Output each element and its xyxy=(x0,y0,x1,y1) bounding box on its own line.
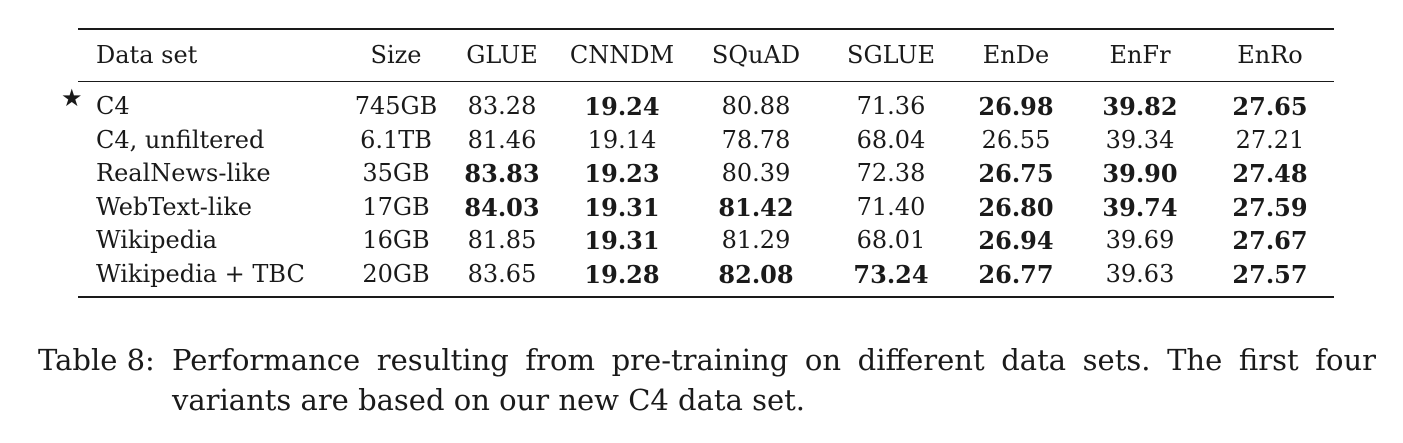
table-row: ★ C4 745GB 83.28 19.24 80.88 71.36 26.98 39.82 27… xyxy=(61,82,1334,124)
table-cell: 84.03 xyxy=(464,192,540,222)
table-cell: 27.21 xyxy=(1235,125,1305,154)
table-row: RealNews-like 35GB 83.83 19.23 80.39 72.38 26.… xyxy=(78,157,1334,191)
table-cell: 26.75 xyxy=(978,159,1054,189)
header-data-set: Data set xyxy=(78,30,344,82)
table-bottom-rule xyxy=(78,295,1334,298)
caption-label: Table 8: xyxy=(38,343,155,377)
table-cell: 27.59 xyxy=(1232,192,1308,222)
table-cell: 26.94 xyxy=(978,226,1054,256)
table-cell: 83.83 xyxy=(464,159,540,189)
table-cell: 27.65 xyxy=(1232,92,1308,121)
table-cell: 26.77 xyxy=(978,259,1054,289)
data-set-label: WebText-like xyxy=(96,192,253,221)
table-cell: 81.46 xyxy=(467,125,537,154)
table-cell: 80.39 xyxy=(721,159,791,188)
table-cell: 27.57 xyxy=(1232,259,1308,289)
caption-text: Performance resulting from pre-training … xyxy=(172,343,1376,417)
data-set-name: ★ C4 xyxy=(61,82,344,124)
table-cell: 72.38 xyxy=(856,159,926,188)
header-row: Data set Size GLUE CNNDM SQuAD SGLUE EnD… xyxy=(78,30,1334,82)
table-cell: 82.08 xyxy=(718,259,794,289)
table-cell: 27.67 xyxy=(1232,226,1308,256)
header-cnndm: CNNDM xyxy=(556,30,688,82)
table-cell: 19.14 xyxy=(587,125,657,154)
table-cell: 81.85 xyxy=(467,226,537,255)
table-cell: 27.48 xyxy=(1232,159,1308,189)
table-cell: 39.74 xyxy=(1102,192,1178,222)
table-row: Wikipedia + TBC 20GB 83.65 19.28 82.08 73.24 2… xyxy=(78,258,1334,296)
header-sglue: SGLUE xyxy=(824,30,958,82)
table-row: WebText-like 17GB 84.03 19.31 81.42 71.40 26.8… xyxy=(78,191,1334,225)
data-set-label: C4 xyxy=(96,92,130,120)
table-cell: 83.65 xyxy=(467,259,537,288)
data-set-name: C4, unfiltered xyxy=(78,124,344,158)
data-set-name: WebText-like xyxy=(78,191,344,225)
data-set-label: Wikipedia + TBC xyxy=(96,259,305,288)
table-cell: 17GB xyxy=(362,192,430,221)
baseline-star-icon: ★ xyxy=(61,84,83,112)
data-set-label: C4, unfiltered xyxy=(96,125,265,154)
header-glue: GLUE xyxy=(448,30,556,82)
table-cell: 19.31 xyxy=(584,192,660,222)
table-cell: 71.40 xyxy=(856,192,926,221)
table-cell: 68.01 xyxy=(856,226,926,255)
data-set-name: RealNews-like xyxy=(78,157,344,191)
table-cell: 19.23 xyxy=(584,159,660,189)
table-cell: 39.69 xyxy=(1105,226,1175,255)
header-enfr: EnFr xyxy=(1074,30,1206,82)
table-cell: 39.63 xyxy=(1105,259,1175,288)
table-caption: Table 8: Performance resulting from pre-… xyxy=(38,340,1376,420)
table-cell: 39.82 xyxy=(1102,92,1178,121)
data-set-name: Wikipedia + TBC xyxy=(78,258,344,296)
table-cell: 71.36 xyxy=(856,92,926,120)
table-cell: 19.28 xyxy=(584,259,660,289)
table-cell: 35GB xyxy=(362,159,430,188)
table-cell: 19.24 xyxy=(584,92,660,121)
table-cell: 19.31 xyxy=(584,226,660,256)
results-table-container: Data set Size GLUE CNNDM SQuAD SGLUE EnD… xyxy=(61,28,1334,298)
header-squad: SQuAD xyxy=(688,30,824,82)
table-row: C4, unfiltered 6.1TB 81.46 19.14 78.78 68.04 2… xyxy=(78,124,1334,158)
table-cell: 745GB xyxy=(354,92,438,120)
table-row: Wikipedia 16GB 81.85 19.31 81.29 68.01 26.94 39… xyxy=(78,224,1334,258)
header-enro: EnRo xyxy=(1206,30,1334,82)
table-cell: 83.28 xyxy=(467,92,537,120)
table-cell: 26.98 xyxy=(978,92,1054,121)
table-cell: 73.24 xyxy=(853,259,929,289)
table-cell: 68.04 xyxy=(856,125,926,154)
data-set-label: RealNews-like xyxy=(96,159,271,188)
results-table: Data set Size GLUE CNNDM SQuAD SGLUE EnD… xyxy=(61,30,1334,296)
table-cell: 78.78 xyxy=(721,125,791,154)
table-cell: 16GB xyxy=(362,226,430,255)
table-cell: 39.90 xyxy=(1102,159,1178,189)
table-cell: 26.55 xyxy=(981,125,1051,154)
header-size: Size xyxy=(344,30,448,82)
table-top-rule xyxy=(78,28,1334,30)
table-cell: 80.88 xyxy=(721,92,791,120)
table-body: ★ C4 745GB 83.28 19.24 80.88 71.36 26.98 39.82 27… xyxy=(61,82,1334,296)
table-cell: 81.42 xyxy=(718,192,794,222)
data-set-label: Wikipedia xyxy=(96,226,218,255)
table-cell: 20GB xyxy=(362,259,430,288)
data-set-name: Wikipedia xyxy=(78,224,344,258)
table-cell: 6.1TB xyxy=(360,125,432,154)
table-cell: 81.29 xyxy=(721,226,791,255)
table-cell: 39.34 xyxy=(1105,125,1175,154)
header-ende: EnDe xyxy=(958,30,1074,82)
table-cell: 26.80 xyxy=(978,192,1054,222)
